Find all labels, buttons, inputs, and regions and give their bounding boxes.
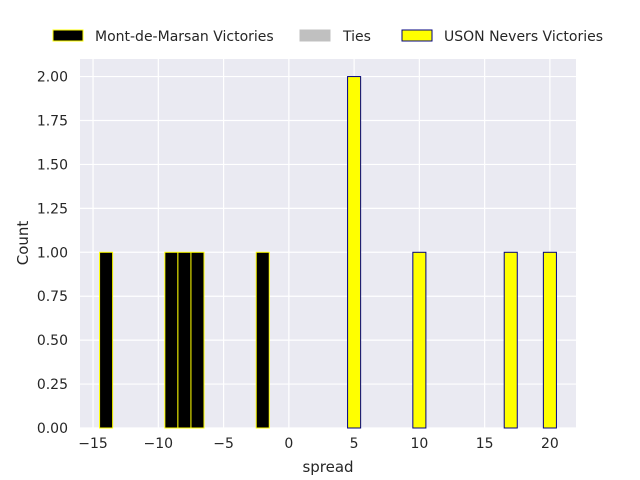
legend-swatch	[401, 29, 433, 42]
bar-series-2	[542, 251, 557, 429]
y-tick-label: 1.25	[37, 201, 68, 217]
x-tick-label: 0	[284, 436, 293, 452]
x-tick-labels: −15 −10 −5 0 5 10 15 20	[78, 436, 559, 452]
x-tick-label: −15	[78, 436, 108, 452]
bar-series-2	[347, 76, 362, 429]
x-axis-label: spread	[302, 458, 353, 476]
legend-swatch	[299, 29, 331, 42]
legend-label: USON Nevers Victories	[444, 29, 603, 45]
bars	[99, 76, 557, 429]
x-tick-label: 20	[541, 436, 559, 452]
y-tick-label: 0.50	[37, 333, 68, 349]
x-tick-label: 15	[476, 436, 494, 452]
y-tick-label: 0.75	[37, 289, 68, 305]
x-tick-label: −10	[144, 436, 174, 452]
legend-label: Ties	[342, 29, 371, 45]
y-axis-label: Count	[14, 221, 32, 266]
grid-lines	[80, 59, 576, 429]
legend-label: Mont-de-Marsan Victories	[95, 29, 274, 45]
y-tick-label: 0.00	[37, 421, 68, 437]
bar-series-0	[255, 251, 270, 429]
x-tick-label: 10	[410, 436, 428, 452]
y-tick-label: 2.00	[37, 70, 68, 86]
plot-area	[80, 59, 576, 428]
bar-series-0	[177, 251, 192, 429]
y-tick-label: 1.50	[37, 157, 68, 173]
y-tick-label: 1.00	[37, 245, 68, 261]
x-tick-label: −5	[213, 436, 234, 452]
legend: Mont-de-Marsan Victories Ties USON Nevers …	[52, 29, 603, 45]
bar-series-2	[412, 251, 427, 429]
bar-series-0	[190, 251, 205, 429]
legend-swatch	[52, 29, 84, 42]
y-tick-labels: 0.00 0.25 0.50 0.75 1.00 1.25 1.50 1.75 2.00	[37, 70, 68, 437]
y-tick-label: 0.25	[37, 377, 68, 393]
x-tick-label: 5	[350, 436, 359, 452]
y-tick-label: 1.75	[37, 114, 68, 130]
bar-series-2	[503, 251, 518, 429]
bar-series-0	[164, 251, 179, 429]
bar-series-0	[99, 251, 114, 429]
